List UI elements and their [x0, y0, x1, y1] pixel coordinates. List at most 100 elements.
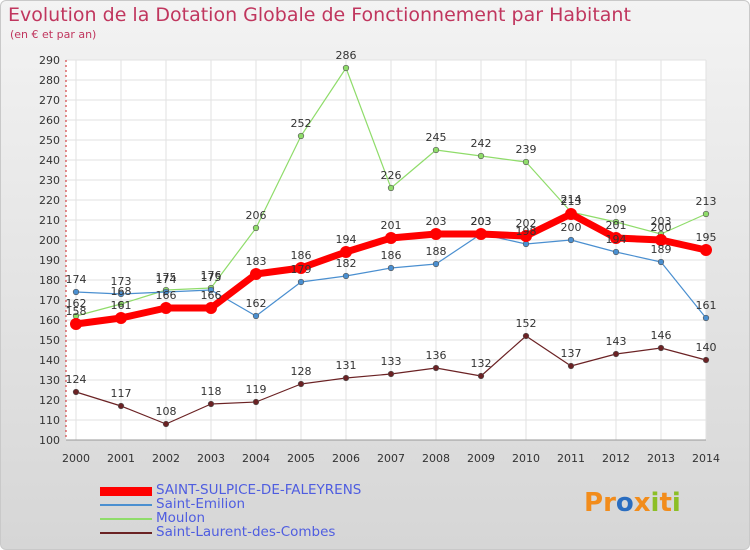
legend-label: Moulon — [156, 510, 206, 526]
y-tick-label: 100 — [39, 434, 60, 447]
data-point — [565, 208, 577, 220]
data-label: 124 — [66, 373, 87, 386]
data-label: 206 — [246, 209, 267, 222]
data-label: 203 — [426, 215, 447, 228]
y-tick-label: 180 — [39, 274, 60, 287]
data-point — [610, 232, 622, 244]
data-point — [342, 64, 350, 72]
logo-letter: t — [659, 488, 672, 518]
data-point — [250, 268, 262, 280]
data-label: 194 — [606, 233, 627, 246]
data-label: 175 — [201, 271, 222, 284]
y-tick-label: 210 — [39, 214, 60, 227]
data-point — [385, 232, 397, 244]
data-label: 239 — [516, 143, 537, 156]
data-label: 195 — [696, 231, 717, 244]
data-point — [520, 230, 532, 242]
data-point — [657, 344, 665, 352]
data-label: 200 — [651, 221, 672, 234]
logo-letter: r — [603, 488, 616, 518]
data-point — [72, 288, 80, 296]
y-tick-label: 260 — [39, 114, 60, 127]
data-label: 189 — [651, 243, 672, 256]
data-point — [612, 218, 620, 226]
x-tick-label: 2006 — [332, 452, 360, 465]
y-tick-label: 220 — [39, 194, 60, 207]
logo-letter: o — [615, 488, 634, 518]
data-point — [117, 402, 125, 410]
x-tick-label: 2000 — [62, 452, 90, 465]
y-tick-label: 120 — [39, 394, 60, 407]
data-label: 201 — [381, 219, 402, 232]
x-tick-label: 2008 — [422, 452, 450, 465]
data-point — [432, 260, 440, 268]
y-tick-label: 170 — [39, 294, 60, 307]
chart-title: Evolution de la Dotation Globale de Fonc… — [8, 4, 631, 26]
x-tick-label: 2002 — [152, 452, 180, 465]
y-tick-label: 270 — [39, 94, 60, 107]
data-label: 194 — [336, 233, 357, 246]
data-point — [702, 356, 710, 364]
data-label: 118 — [201, 385, 222, 398]
data-label: 161 — [696, 299, 717, 312]
logo-letter: x — [633, 488, 651, 518]
data-label: 166 — [156, 289, 177, 302]
data-point — [342, 272, 350, 280]
data-point — [655, 234, 667, 246]
data-label: 128 — [291, 365, 312, 378]
y-tick-label: 190 — [39, 254, 60, 267]
y-tick-label: 140 — [39, 354, 60, 367]
data-point — [567, 362, 575, 370]
data-label: 213 — [561, 195, 582, 208]
data-label: 161 — [111, 299, 132, 312]
data-point — [160, 302, 172, 314]
data-label: 174 — [66, 273, 87, 286]
data-label: 209 — [606, 203, 627, 216]
data-label: 133 — [381, 355, 402, 368]
data-label: 226 — [381, 169, 402, 182]
x-tick-label: 2014 — [692, 452, 720, 465]
data-point — [657, 258, 665, 266]
data-point — [522, 158, 530, 166]
data-point — [387, 370, 395, 378]
y-tick-label: 110 — [39, 414, 60, 427]
proxiti-logo: Proxiti — [584, 488, 681, 518]
data-label: 137 — [561, 347, 582, 360]
plot-area — [66, 60, 706, 440]
data-label: 182 — [336, 257, 357, 270]
data-point — [700, 244, 712, 256]
x-tick-label: 2007 — [377, 452, 405, 465]
x-tick-label: 2011 — [557, 452, 585, 465]
data-label: 202 — [516, 217, 537, 230]
data-point — [207, 400, 215, 408]
legend-swatch — [100, 504, 152, 506]
x-tick-label: 2003 — [197, 452, 225, 465]
data-point — [117, 300, 125, 308]
data-label: 162 — [66, 297, 87, 310]
data-point — [430, 228, 442, 240]
x-tick-label: 2013 — [647, 452, 675, 465]
data-label: 108 — [156, 405, 177, 418]
data-label: 213 — [696, 195, 717, 208]
legend-label: Saint-Laurent-des-Combes — [156, 524, 336, 540]
y-tick-label: 230 — [39, 174, 60, 187]
y-tick-label: 200 — [39, 234, 60, 247]
data-label: 188 — [426, 245, 447, 258]
data-point — [432, 364, 440, 372]
data-point — [205, 302, 217, 314]
data-point — [477, 152, 485, 160]
data-point — [252, 224, 260, 232]
data-label: 203 — [651, 215, 672, 228]
data-label: 158 — [66, 305, 87, 318]
data-point — [612, 350, 620, 358]
data-point — [522, 240, 530, 248]
data-label: 203 — [471, 215, 492, 228]
y-tick-label: 160 — [39, 314, 60, 327]
data-label: 176 — [201, 269, 222, 282]
data-point — [342, 374, 350, 382]
legend-swatch — [100, 518, 152, 520]
data-point — [297, 132, 305, 140]
data-point — [252, 312, 260, 320]
x-tick-label: 2010 — [512, 452, 540, 465]
